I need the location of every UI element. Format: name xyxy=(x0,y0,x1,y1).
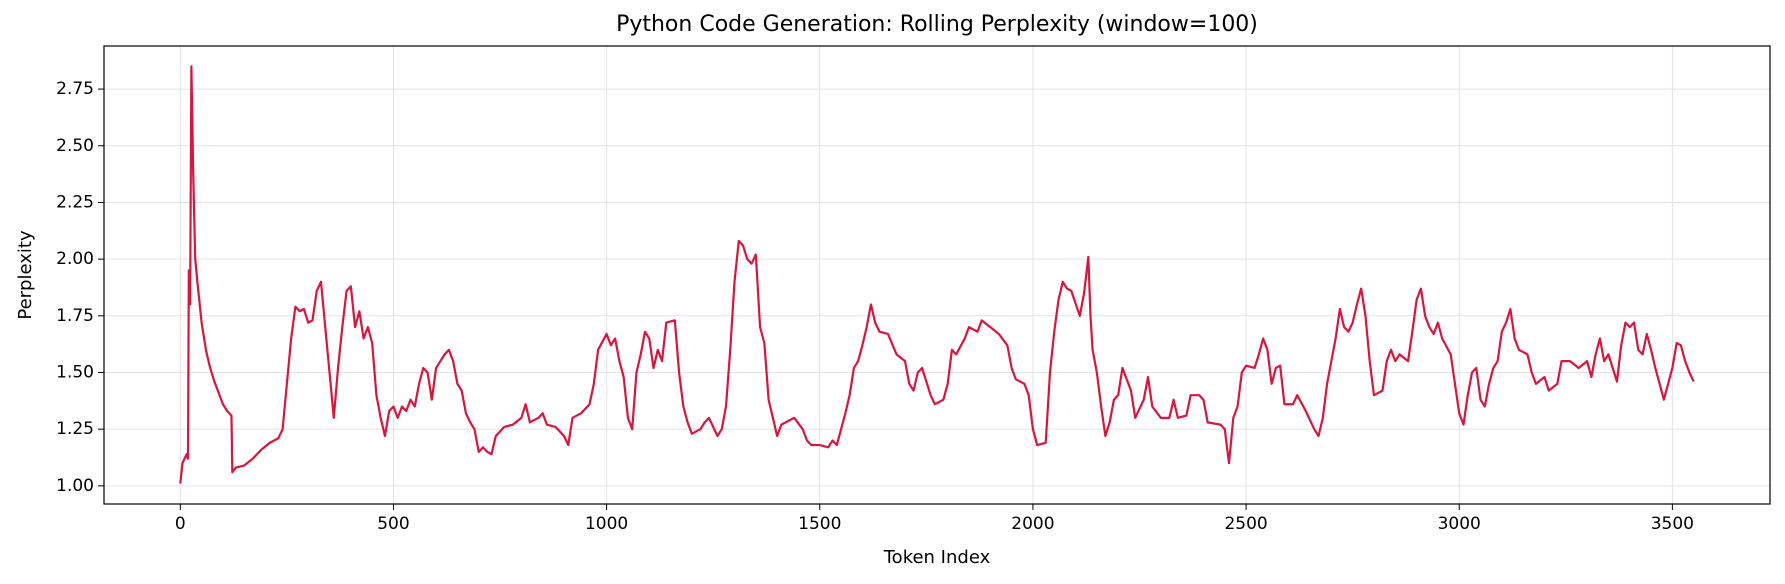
y-tick-label: 2.25 xyxy=(56,192,94,212)
x-axis-label: Token Index xyxy=(883,547,991,568)
data-line xyxy=(179,65,1695,484)
y-tick-label: 1.25 xyxy=(56,419,94,439)
y-tick-label: 1.75 xyxy=(56,306,94,326)
x-tick-label: 1000 xyxy=(585,514,628,534)
y-tick-label: 1.50 xyxy=(56,362,94,382)
x-tick-label: 3500 xyxy=(1651,514,1694,534)
y-tick-label: 2.75 xyxy=(56,79,94,99)
x-tick-label: 0 xyxy=(175,514,186,534)
x-tick-label: 3000 xyxy=(1438,514,1481,534)
x-tick-label: 2500 xyxy=(1224,514,1267,534)
chart-title: Python Code Generation: Rolling Perplexi… xyxy=(616,12,1258,37)
y-tick-label: 2.50 xyxy=(56,136,94,156)
x-tick-label: 2000 xyxy=(1011,514,1054,534)
y-tick-label: 2.00 xyxy=(56,249,94,269)
plot-frame xyxy=(103,45,1771,505)
x-tick-label: 1500 xyxy=(798,514,841,534)
x-tick-label: 500 xyxy=(377,514,409,534)
y-tick-label: 1.00 xyxy=(56,476,94,496)
y-axis-label: Perplexity xyxy=(15,230,36,320)
